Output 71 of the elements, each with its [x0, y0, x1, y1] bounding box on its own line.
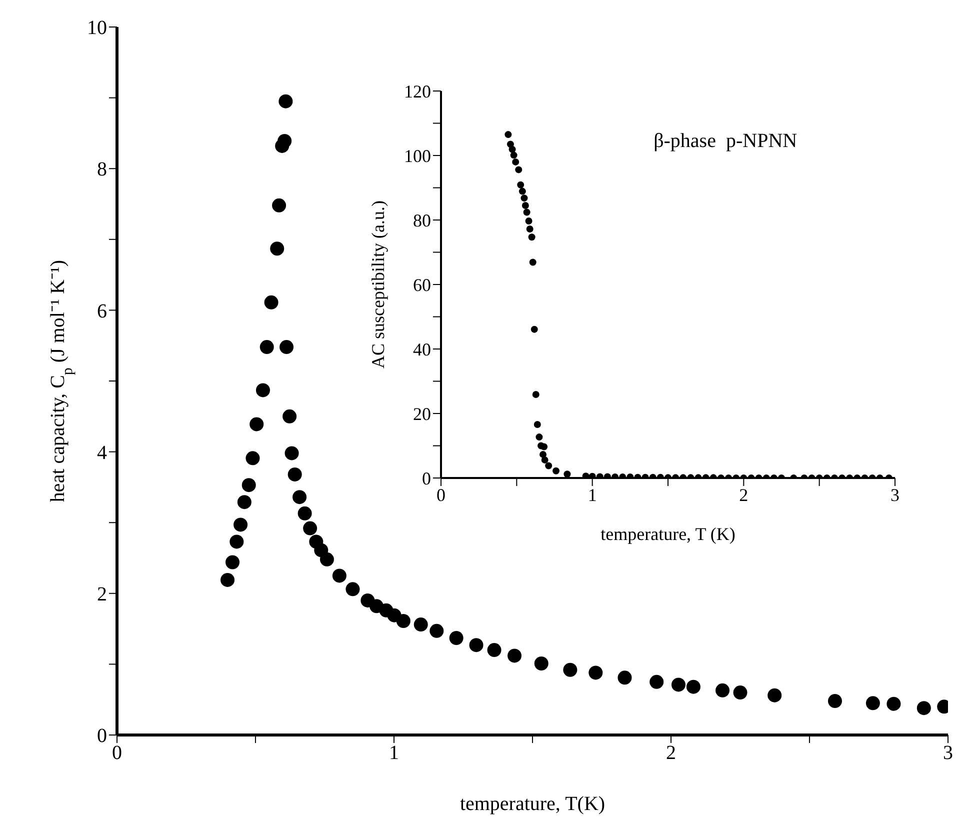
x-tick-label: 1 — [389, 742, 399, 764]
point — [284, 446, 299, 460]
point — [563, 662, 578, 677]
point — [226, 555, 240, 570]
y-tick-label: 10 — [87, 17, 107, 40]
point — [507, 648, 522, 663]
point — [280, 340, 294, 354]
point — [220, 572, 235, 587]
point — [916, 701, 931, 716]
point — [469, 638, 484, 652]
point — [288, 467, 302, 482]
y-tick-label: 8 — [97, 158, 107, 181]
x-tick-label: 0 — [112, 742, 122, 764]
point — [618, 670, 632, 685]
y-tick-label: 0 — [422, 468, 431, 488]
point — [650, 674, 664, 689]
point — [246, 451, 260, 466]
point — [866, 696, 880, 710]
y-axis-title: AC susceptibility (a.u.) — [368, 200, 388, 368]
y-tick-label: 80 — [413, 210, 431, 230]
point — [234, 518, 248, 532]
point — [320, 552, 334, 566]
point — [282, 409, 297, 424]
point — [270, 242, 284, 256]
point — [886, 696, 901, 711]
point — [250, 417, 264, 432]
point — [332, 568, 346, 583]
point — [671, 678, 686, 692]
point — [242, 478, 256, 492]
point — [298, 506, 312, 520]
point — [303, 521, 318, 536]
point — [430, 624, 444, 638]
y-tick-label: 60 — [413, 274, 431, 295]
y-tick-label: 20 — [413, 404, 431, 424]
point — [487, 643, 502, 658]
point — [292, 490, 307, 504]
point — [264, 295, 278, 310]
point — [686, 680, 700, 694]
point — [272, 198, 286, 212]
x-tick-label: 3 — [943, 742, 953, 764]
x-tick-label: 0 — [436, 484, 446, 505]
y-tick-label: 40 — [413, 339, 431, 360]
y-tick-label: 4 — [97, 442, 107, 464]
point — [449, 631, 464, 646]
x-axis-title: temperature, T (K) — [600, 524, 736, 544]
y-tick-label: 0 — [97, 725, 107, 748]
point — [346, 582, 360, 596]
point — [278, 134, 292, 148]
point — [534, 656, 548, 670]
point — [237, 495, 252, 510]
point — [716, 683, 730, 698]
point — [396, 614, 410, 628]
x-tick-label: 2 — [739, 484, 748, 505]
point — [278, 94, 293, 108]
x-tick-label: 2 — [666, 742, 676, 764]
y-tick-label: 6 — [97, 300, 107, 322]
point — [260, 340, 274, 354]
x-axis-title: temperature, T(K) — [460, 793, 606, 815]
y-tick-label: 120 — [404, 81, 431, 102]
point — [230, 534, 244, 549]
point — [588, 666, 603, 680]
point — [768, 688, 782, 702]
x-tick-label: 1 — [588, 484, 597, 505]
y-tick-label: 100 — [404, 146, 431, 166]
x-tick-label: 3 — [890, 484, 900, 505]
point — [733, 686, 748, 700]
point — [828, 694, 842, 708]
y-tick-label: 2 — [97, 584, 107, 606]
point — [414, 618, 428, 632]
annotation: β-phase p-NPNN — [654, 130, 798, 154]
point — [256, 383, 270, 398]
